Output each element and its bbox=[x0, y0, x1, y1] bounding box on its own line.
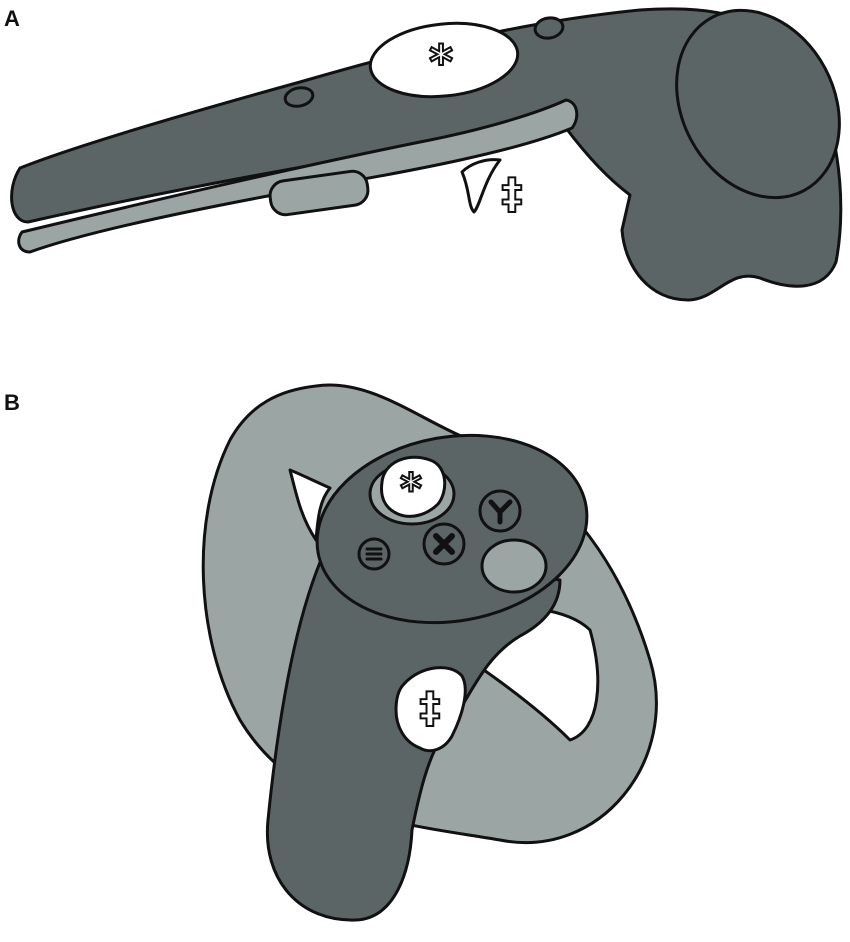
panel-b-controller bbox=[201, 383, 658, 922]
panel-a-controller bbox=[10, 7, 843, 302]
x-glyph-icon bbox=[433, 533, 455, 555]
thumbstick-b bbox=[380, 455, 447, 518]
grip-button-a bbox=[268, 169, 370, 217]
tracking-ring-a bbox=[675, 8, 841, 200]
panel-a-label: A bbox=[4, 6, 20, 31]
trackpad-a bbox=[368, 21, 520, 99]
trackpad-marker-a: * bbox=[429, 35, 453, 89]
thumbstick-marker-b: * bbox=[400, 464, 422, 513]
trigger-b bbox=[394, 666, 467, 753]
trigger-marker-b: ‡ bbox=[420, 683, 441, 732]
system-button-a bbox=[283, 86, 315, 108]
menu-button-a bbox=[533, 16, 565, 40]
large-round-button-b[interactable] bbox=[480, 538, 548, 594]
panel-b-label: B bbox=[4, 390, 20, 415]
controller-a-rail bbox=[17, 98, 579, 254]
y-glyph-icon bbox=[488, 499, 513, 525]
trigger-marker-a: ‡ bbox=[502, 169, 523, 218]
ring-gap-b bbox=[288, 468, 332, 542]
menu-glyph-icon bbox=[365, 547, 383, 561]
trigger-a bbox=[460, 158, 502, 214]
